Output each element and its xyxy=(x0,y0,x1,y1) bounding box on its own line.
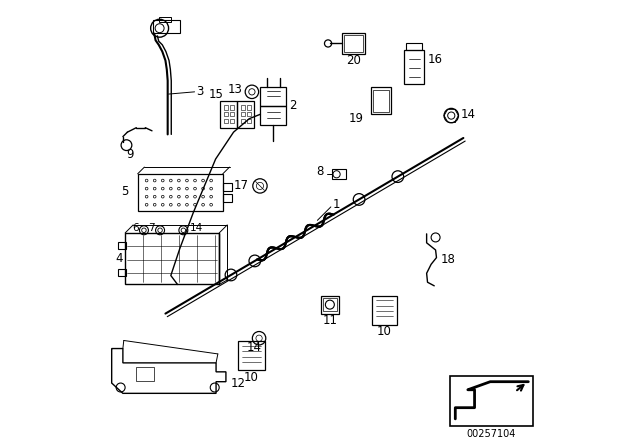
Bar xyxy=(118,269,127,276)
Bar xyxy=(223,194,232,202)
Text: 4: 4 xyxy=(115,251,123,265)
Bar xyxy=(323,298,337,311)
Text: 16: 16 xyxy=(428,52,442,66)
Bar xyxy=(230,105,234,110)
Bar xyxy=(159,17,172,22)
Bar xyxy=(237,101,254,128)
Bar xyxy=(344,35,363,52)
Bar xyxy=(125,233,220,284)
Bar xyxy=(342,33,365,54)
Bar xyxy=(404,50,424,84)
Text: 15: 15 xyxy=(208,87,223,101)
Text: 2: 2 xyxy=(289,99,297,112)
Bar xyxy=(241,119,245,123)
Text: 17: 17 xyxy=(234,179,249,193)
Text: 00257104: 00257104 xyxy=(467,429,516,439)
Bar xyxy=(247,112,252,116)
Text: 18: 18 xyxy=(441,253,456,267)
Bar xyxy=(247,119,252,123)
Text: 14: 14 xyxy=(190,224,204,233)
Bar xyxy=(223,183,232,191)
Bar xyxy=(321,296,339,314)
Bar xyxy=(332,169,346,179)
Text: 12: 12 xyxy=(230,376,245,390)
Bar xyxy=(260,87,287,106)
Text: 19: 19 xyxy=(349,112,364,125)
Bar xyxy=(224,112,228,116)
Bar xyxy=(373,90,388,112)
Bar xyxy=(118,242,127,249)
Bar xyxy=(238,341,265,370)
Text: 1: 1 xyxy=(332,198,340,211)
Text: 9: 9 xyxy=(126,148,133,161)
Bar xyxy=(138,174,223,211)
Bar xyxy=(260,106,287,125)
Text: 14: 14 xyxy=(246,340,261,354)
Bar xyxy=(241,105,245,110)
Text: 5: 5 xyxy=(122,185,129,198)
Bar xyxy=(247,105,252,110)
Text: 13: 13 xyxy=(228,83,243,96)
Bar xyxy=(371,87,391,114)
Bar xyxy=(241,112,245,116)
Bar xyxy=(450,376,533,426)
Text: 20: 20 xyxy=(346,54,360,68)
Text: 6: 6 xyxy=(132,223,139,233)
Text: 11: 11 xyxy=(323,314,337,327)
Text: 10: 10 xyxy=(244,370,259,384)
Bar xyxy=(230,119,234,123)
Bar xyxy=(230,112,234,116)
Text: 14: 14 xyxy=(461,108,476,121)
Bar xyxy=(372,296,397,325)
Bar xyxy=(406,43,422,50)
Text: 3: 3 xyxy=(196,85,204,99)
Bar xyxy=(224,119,228,123)
Text: 8: 8 xyxy=(316,165,323,178)
Bar xyxy=(224,105,228,110)
Bar xyxy=(153,20,180,33)
Text: 7: 7 xyxy=(148,223,155,233)
Bar xyxy=(136,367,154,381)
Text: 10: 10 xyxy=(376,325,392,338)
Bar xyxy=(220,101,237,128)
